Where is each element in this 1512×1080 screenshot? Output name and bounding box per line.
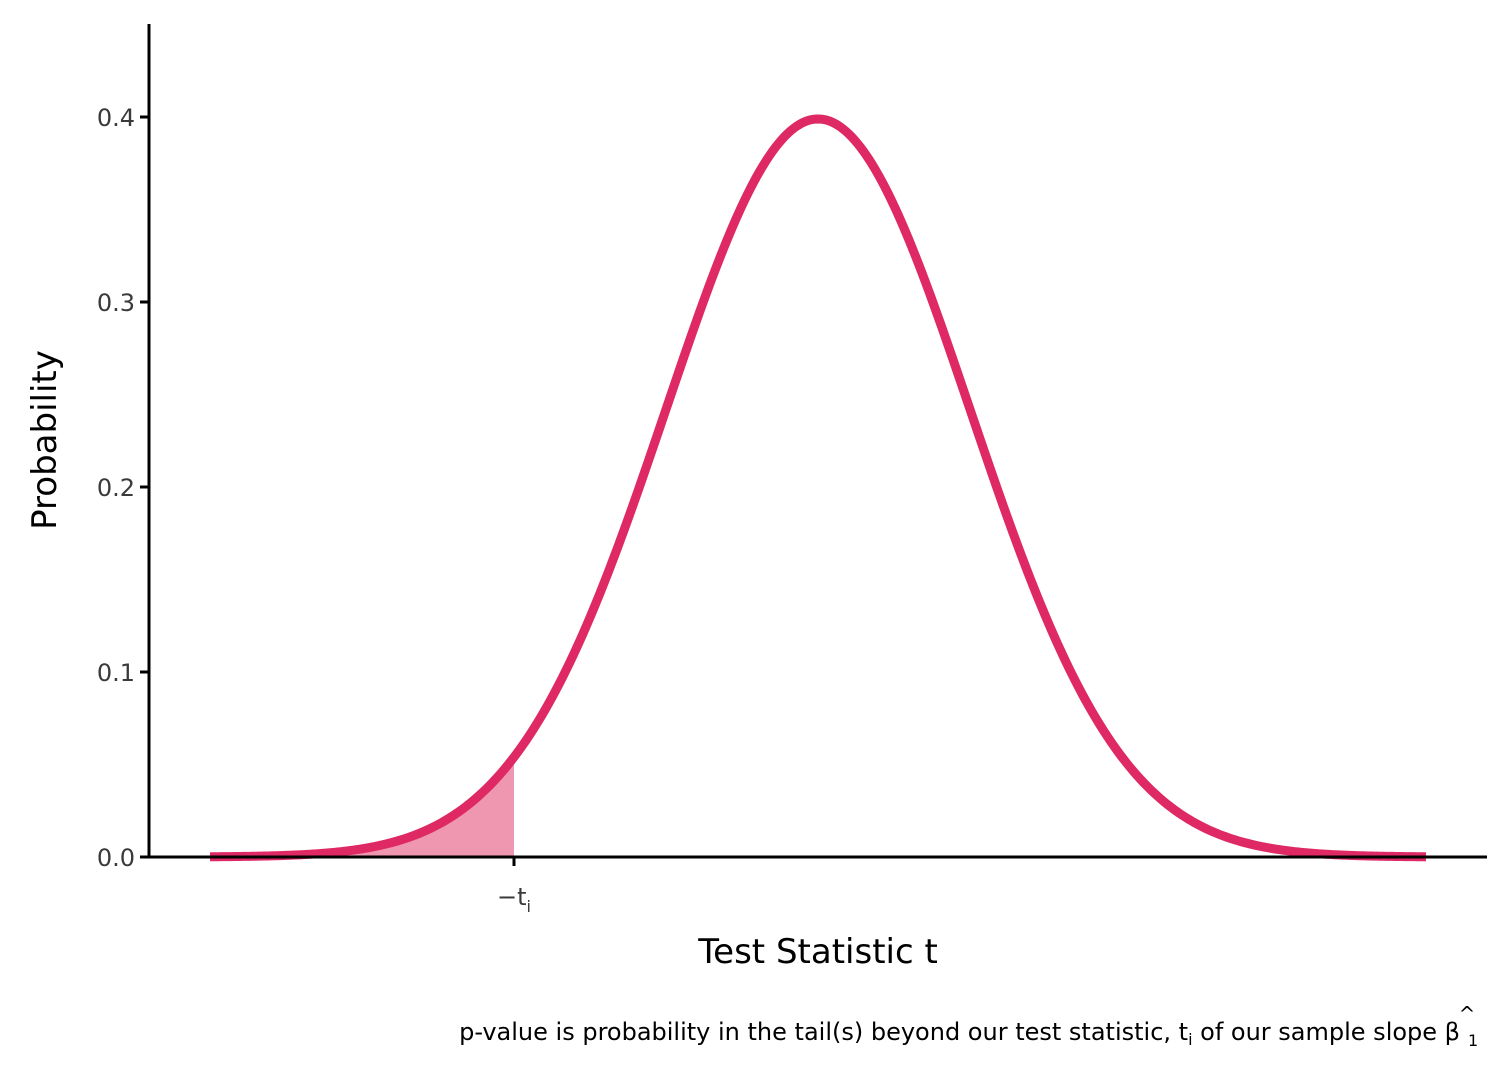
x-tick-label-main: −t [497,883,527,911]
x-tick-label: −ti [497,883,531,916]
y-tick-label: 0.1 [97,659,135,687]
caption-middle: of our sample slope [1193,1018,1445,1046]
y-axis-ticks: 0.0 0.1 0.2 0.3 0.4 [97,104,149,872]
caption-prefix-subscript: i [1188,1030,1192,1049]
caption-beta-symbol: β [1445,1018,1460,1046]
caption-beta-hat: ^ [1459,1002,1476,1026]
y-tick-label: 0.3 [97,289,135,317]
x-tick-label-subscript: i [527,897,531,916]
y-tick-label: 0.4 [97,104,135,132]
x-axis-title: Test Statistic t [697,932,938,972]
density-curve [208,114,1428,862]
chart-caption: p-value is probability in the tail(s) be… [459,1018,1460,1049]
caption-prefix: p-value is probability in the tail(s) be… [459,1018,1188,1046]
x-axis-ticks: −ti [497,857,531,916]
y-tick-label: 0.0 [97,844,135,872]
caption-beta-subscript: 1 [1468,1031,1478,1050]
p-value-tail-area [210,757,514,857]
y-tick-label: 0.2 [97,474,135,502]
y-axis-title: Probability [25,350,65,530]
